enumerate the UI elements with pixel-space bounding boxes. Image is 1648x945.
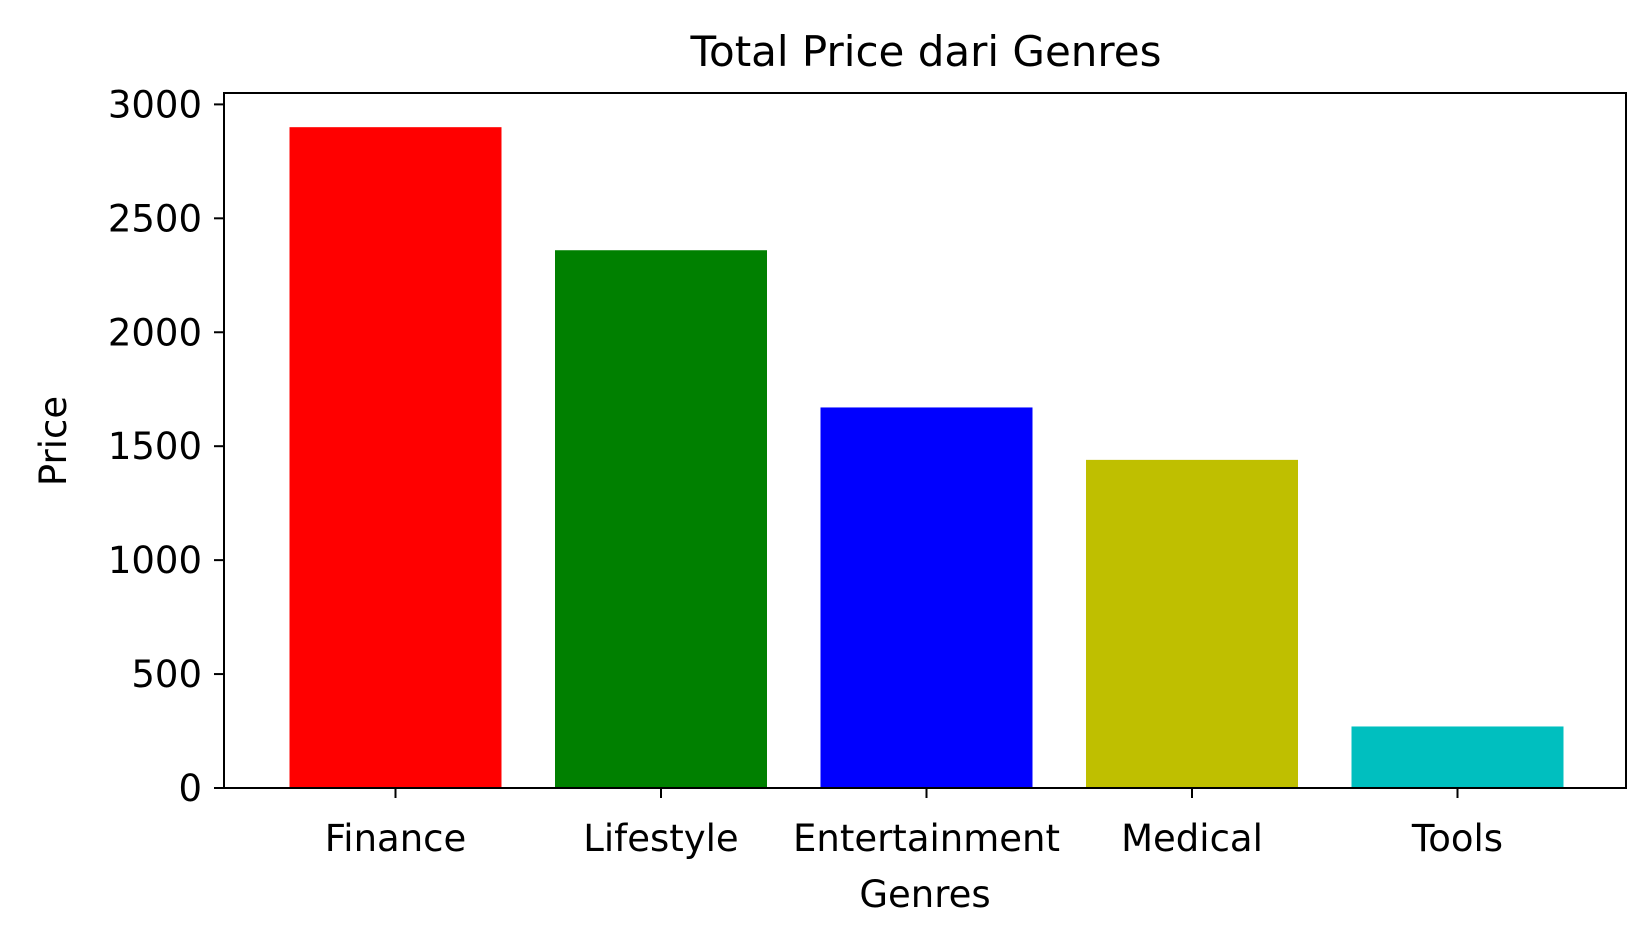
- bar-tools: [1351, 726, 1564, 788]
- bar-entertainment: [820, 407, 1033, 788]
- x-axis-ticks: Finance Lifestyle Entertainment Medical Tool…: [325, 788, 1503, 860]
- bar-finance: [289, 127, 502, 789]
- plot-frame: [223, 92, 1627, 789]
- y-tick-label-1500: 1500: [108, 425, 202, 468]
- y-axis-label: Price: [32, 396, 75, 486]
- x-axis-label: Genres: [859, 873, 990, 916]
- y-axis-ticks: 0 500 1000 1500 2000 2500 3000: [108, 83, 224, 810]
- y-tick-label-0: 0: [178, 767, 202, 810]
- y-tick-label-1000: 1000: [108, 539, 202, 582]
- bar-lifestyle: [555, 250, 767, 789]
- axes-layer: [223, 92, 1627, 789]
- bars-layer: [289, 127, 1564, 789]
- x-tick-label-entertainment: Entertainment: [793, 817, 1060, 860]
- x-tick-label-medical: Medical: [1121, 817, 1263, 860]
- x-tick-label-tools: Tools: [1411, 817, 1503, 860]
- y-tick-label-3000: 3000: [108, 83, 202, 126]
- y-tick-label-2500: 2500: [108, 197, 202, 240]
- y-tick-label-500: 500: [131, 653, 202, 696]
- bar-medical: [1086, 459, 1298, 788]
- y-tick-label-2000: 2000: [108, 311, 202, 354]
- x-tick-label-lifestyle: Lifestyle: [583, 817, 738, 860]
- chart-title: Total Price dari Genres: [689, 27, 1161, 76]
- x-tick-label-finance: Finance: [325, 817, 467, 860]
